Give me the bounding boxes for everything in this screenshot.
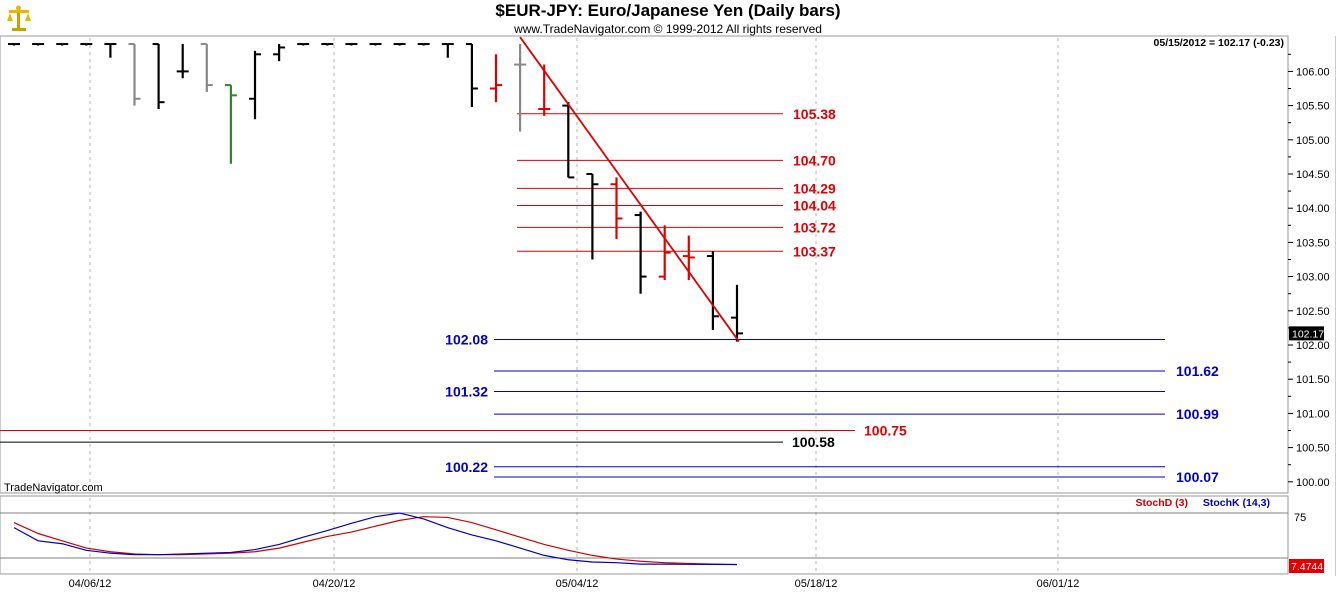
fib-level-label: 104.04: [793, 197, 836, 213]
ohlc-bar: [369, 43, 382, 46]
ohlc-bar: [393, 43, 406, 46]
last-price-box: [1289, 326, 1324, 341]
ohlc-bar: [490, 54, 502, 103]
fib-level-label: 103.72: [793, 219, 836, 235]
fib-level-label: 104.70: [793, 152, 836, 168]
last-price-label: 102.17: [1292, 328, 1324, 340]
support-level-label: 101.32: [445, 384, 488, 400]
ohlc-bar: [586, 173, 599, 260]
ohlc-bar: [706, 251, 719, 330]
y-tick-label: 104.00: [1296, 203, 1330, 215]
price-readout: 05/15/2012 = 102.17 (-0.23): [1154, 37, 1284, 49]
ohlc-bar: [658, 225, 671, 281]
stoch-last-box: [1289, 559, 1324, 573]
y-tick-label: 102.50: [1296, 306, 1330, 318]
stoch-d-line: [13, 516, 738, 566]
support-level-label: 100.07: [1176, 469, 1219, 485]
stoch-d-legend: StochD (3): [1136, 497, 1189, 509]
ohlc-bar: [610, 177, 623, 239]
x-tick-label: 04/20/12: [313, 578, 356, 590]
y-tick-label: 105.00: [1296, 135, 1330, 147]
y-tick-label: 102.00: [1296, 340, 1330, 352]
ohlc-bar: [441, 43, 454, 58]
x-tick-label: 05/18/12: [795, 578, 838, 590]
ohlc-bar: [176, 44, 189, 79]
ohlc-bar: [538, 64, 551, 116]
ohlc-bar: [731, 284, 743, 342]
y-tick-label: 106.00: [1296, 66, 1330, 78]
price-panel-frame: [0, 35, 1289, 494]
stoch-k-legend: StochK (14,3): [1203, 497, 1270, 509]
y-tick-label: 104.50: [1296, 169, 1330, 181]
long-black-level-label: 100.58: [792, 434, 835, 450]
ohlc-bar: [465, 43, 478, 107]
long-red-level-label: 100.75: [864, 423, 907, 439]
ohlc-bar: [514, 44, 527, 132]
trend-line: [519, 36, 740, 343]
support-level-label: 100.22: [445, 459, 488, 475]
ohlc-bar: [249, 50, 261, 120]
ohlc-bar: [297, 43, 310, 46]
ohlc-bar: [56, 43, 69, 46]
y-tick-label: 101.50: [1296, 374, 1330, 386]
support-level-label: 102.08: [445, 332, 488, 348]
y-tick-label: 101.00: [1296, 408, 1330, 420]
ohlc-bar: [224, 84, 237, 164]
ohlc-bar: [562, 102, 575, 179]
watermark: TradeNavigator.com: [4, 482, 103, 494]
y-tick-label: 100.00: [1296, 477, 1330, 489]
y-tick-label: 100.50: [1296, 443, 1330, 455]
fib-level-label: 105.38: [793, 106, 836, 122]
y-tick-label: 103.00: [1296, 272, 1330, 284]
y-tick-label: 103.50: [1296, 237, 1330, 249]
y-tick-label: 105.50: [1296, 101, 1330, 113]
support-level-label: 101.62: [1176, 363, 1219, 379]
ohlc-bar: [104, 43, 117, 58]
ohlc-bar: [417, 43, 430, 46]
support-level-label: 100.99: [1176, 406, 1219, 422]
ohlc-bar: [80, 43, 93, 46]
ohlc-bar: [8, 43, 20, 46]
x-tick-label: 06/01/12: [1037, 578, 1080, 590]
ohlc-bar: [273, 44, 286, 62]
stoch-last-label: 7.4744: [1291, 561, 1323, 573]
stochastic-panel-frame: [0, 495, 1289, 575]
x-tick-label: 05/04/12: [556, 578, 599, 590]
copyright-line: www.TradeNavigator.com © 1999-2012 All r…: [514, 22, 822, 36]
ohlc-bar: [32, 43, 45, 46]
ohlc-bar: [682, 235, 695, 281]
fib-level-label: 103.37: [793, 243, 836, 259]
ohlc-bar: [152, 43, 165, 110]
ohlc-bar: [200, 43, 213, 92]
stoch-tick-label: 75: [1294, 512, 1306, 524]
ohlc-bar: [345, 43, 358, 46]
chart-title: $EUR-JPY: Euro/Japanese Yen (Daily bars): [495, 1, 841, 20]
trade-navigator-scales-icon[interactable]: [4, 3, 34, 33]
ohlc-bar: [128, 43, 141, 106]
ohlc-bar: [634, 211, 647, 294]
stoch-k-line: [13, 512, 738, 566]
ohlc-bar: [321, 43, 334, 46]
x-tick-label: 04/06/12: [69, 578, 112, 590]
fib-level-label: 104.29: [793, 180, 836, 196]
